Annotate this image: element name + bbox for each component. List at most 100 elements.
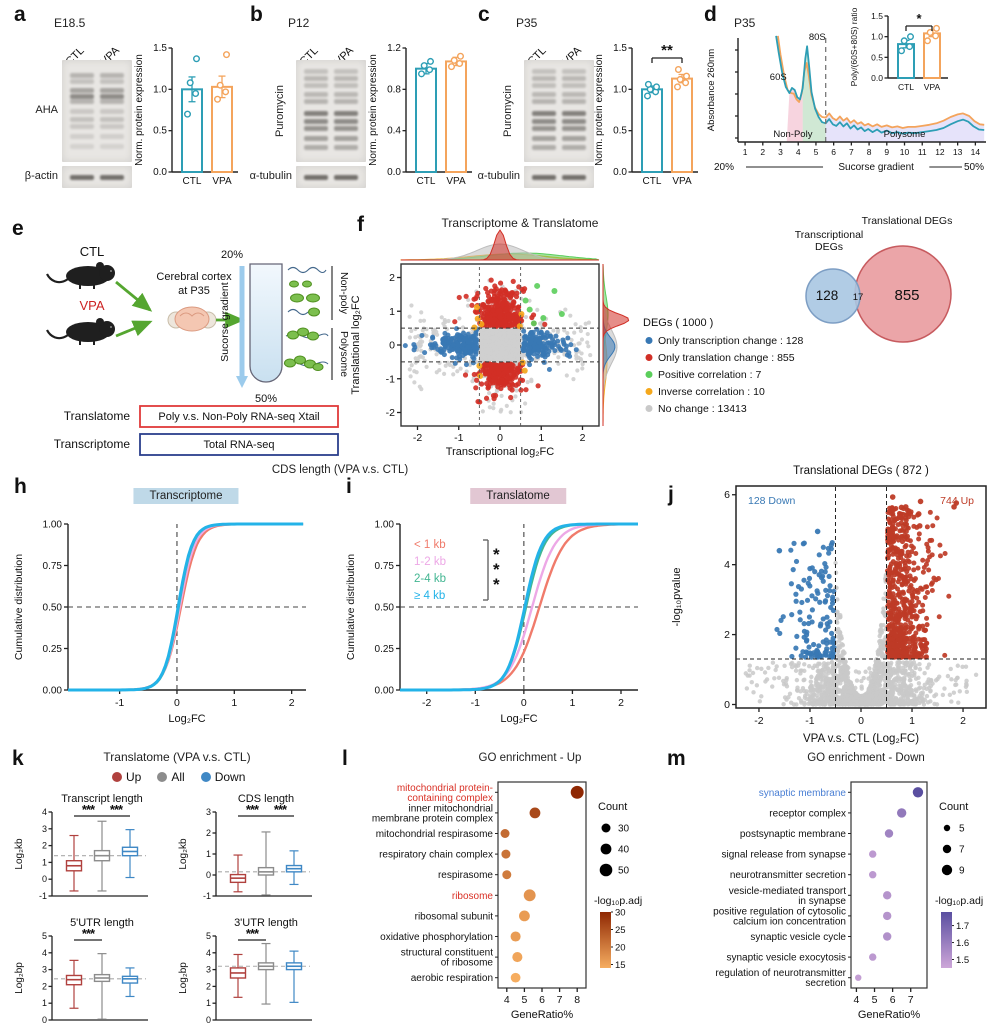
svg-text:VPA: VPA bbox=[79, 298, 104, 313]
svg-text:*: * bbox=[916, 11, 922, 26]
panel-k-title: Translatome (VPA v.s. CTL) bbox=[103, 750, 251, 764]
svg-text:*: * bbox=[493, 545, 500, 564]
svg-text:128: 128 bbox=[816, 288, 839, 303]
svg-text:0.50: 0.50 bbox=[375, 603, 395, 614]
svg-text:Sucorse gradient: Sucorse gradient bbox=[219, 282, 231, 361]
svg-text:2: 2 bbox=[389, 272, 395, 284]
svg-text:1: 1 bbox=[743, 147, 748, 157]
svg-text:-2: -2 bbox=[386, 407, 395, 419]
panel-c-bar-chart: 0.0 0.5 1.0 1.5 Norm. protein expression CTL V… bbox=[594, 42, 698, 187]
svg-text:2: 2 bbox=[760, 147, 765, 157]
svg-text:11: 11 bbox=[918, 147, 927, 157]
svg-text:0.00: 0.00 bbox=[43, 686, 63, 697]
legend-item-all: All bbox=[157, 770, 185, 784]
svg-text:0.5: 0.5 bbox=[613, 126, 627, 137]
svg-text:1.0: 1.0 bbox=[871, 32, 883, 42]
svg-text:Poly/(60S+80S) ratio: Poly/(60S+80S) ratio bbox=[849, 7, 859, 86]
svg-text:0.5: 0.5 bbox=[153, 126, 167, 137]
svg-text:Cumulative distribution: Cumulative distribution bbox=[345, 554, 357, 660]
svg-text:at P35: at P35 bbox=[178, 285, 210, 297]
panel-f-letter: f bbox=[357, 213, 364, 236]
svg-text:50%: 50% bbox=[255, 393, 277, 405]
panel-g: Translational DEGs Transcriptional DEGs 128… bbox=[795, 212, 997, 346]
panel-l-letter: l bbox=[342, 747, 348, 770]
svg-text:Log₂FC: Log₂FC bbox=[168, 713, 205, 725]
svg-text:20%: 20% bbox=[714, 162, 734, 173]
panel-m-letter: m bbox=[667, 747, 686, 770]
svg-text:17: 17 bbox=[853, 292, 864, 303]
svg-text:CTL: CTL bbox=[80, 244, 105, 259]
panel-f-title: Transcriptome & Translatome bbox=[441, 216, 599, 230]
svg-text:0.50: 0.50 bbox=[43, 603, 63, 614]
blot-row-label: β-actin bbox=[24, 170, 58, 182]
svg-text:CTL: CTL bbox=[183, 176, 202, 187]
svg-text:0: 0 bbox=[389, 340, 395, 352]
panel-h-cdf: 0.00 0.25 0.50 0.75 1.00 -1 0 1 2 Log₂FC Cumulativ… bbox=[13, 520, 306, 725]
svg-text:Polysome: Polysome bbox=[884, 129, 926, 140]
svg-text:1-2 kb: 1-2 kb bbox=[414, 556, 446, 568]
svg-text:3: 3 bbox=[778, 147, 783, 157]
panel-h: h Transcriptome 0.00 0.25 0.50 0.75 1.00 -1 0 1… bbox=[0, 460, 332, 754]
panel-a-letter: a bbox=[14, 3, 26, 26]
western-blot-puromycin bbox=[296, 60, 366, 162]
brain-icon bbox=[167, 306, 217, 332]
svg-text:1: 1 bbox=[389, 306, 395, 318]
panel-i-cdf: 0.00 0.25 0.50 0.75 1.00 -2 -1 0 1 2 Log₂FC Cumulat… bbox=[345, 520, 638, 725]
svg-text:0.75: 0.75 bbox=[43, 561, 63, 572]
svg-text:CTL: CTL bbox=[898, 82, 914, 92]
panel-a: a E18.5 CTL VPA AHA β-actin 0.0 0.5 1.0 1.5… bbox=[6, 4, 240, 212]
panel-k-letter: k bbox=[12, 747, 24, 770]
svg-text:VPA: VPA bbox=[924, 82, 941, 92]
svg-text:-1: -1 bbox=[115, 697, 124, 709]
svg-text:Translational DEGs: Translational DEGs bbox=[862, 215, 953, 227]
western-blot-tubulin bbox=[296, 166, 366, 188]
panel-i-letter: i bbox=[346, 475, 352, 498]
svg-text:Total RNA-seq: Total RNA-seq bbox=[204, 439, 275, 451]
svg-text:1: 1 bbox=[538, 432, 544, 444]
svg-text:13: 13 bbox=[953, 147, 963, 157]
svg-text:Polysome: Polysome bbox=[338, 331, 350, 377]
svg-text:20%: 20% bbox=[221, 249, 243, 261]
svg-text:1.2: 1.2 bbox=[387, 43, 401, 54]
svg-text:Inverse correlation : 10: Inverse correlation : 10 bbox=[658, 386, 765, 398]
panel-e-letter: e bbox=[12, 217, 24, 240]
svg-text:50%: 50% bbox=[964, 162, 984, 173]
panel-k-legend: Up All Down bbox=[112, 770, 245, 784]
panel-d-letter: d bbox=[704, 3, 717, 26]
hi-shared-title: CDS length (VPA v.s. CTL) bbox=[271, 464, 409, 476]
svg-text:0.4: 0.4 bbox=[387, 126, 401, 137]
svg-text:-1: -1 bbox=[386, 373, 395, 385]
svg-text:80S: 80S bbox=[809, 32, 826, 43]
panel-d-title: P35 bbox=[734, 16, 756, 30]
mouse-icon bbox=[46, 262, 115, 289]
panel-e: e CTL VPA Cerebral cortex at P35 20% Sucorse … bbox=[4, 216, 350, 462]
svg-text:4: 4 bbox=[796, 147, 801, 157]
svg-text:< 1 kb: < 1 kb bbox=[414, 539, 446, 551]
svg-text:CTL: CTL bbox=[417, 176, 436, 187]
svg-text:Only translation change : 855: Only translation change : 855 bbox=[658, 352, 795, 364]
svg-text:-2: -2 bbox=[422, 697, 431, 709]
svg-text:1.5: 1.5 bbox=[871, 11, 883, 21]
svg-text:1.5: 1.5 bbox=[153, 43, 167, 54]
svg-text:855: 855 bbox=[894, 287, 919, 304]
panel-b-bar-chart: 0.0 0.4 0.8 1.2 Norm. protein expression CTL V… bbox=[368, 43, 472, 187]
panel-j-letter: j bbox=[668, 483, 674, 506]
panel-l-dotplot: mitochondrial protein-containing complex… bbox=[372, 781, 642, 1021]
svg-text:*: * bbox=[493, 575, 500, 594]
svg-text:0.00: 0.00 bbox=[375, 686, 395, 697]
western-blot-aha bbox=[62, 60, 132, 162]
svg-text:2: 2 bbox=[618, 697, 624, 709]
svg-text:No change : 13413: No change : 13413 bbox=[658, 403, 747, 415]
panel-i-band: Translatome bbox=[470, 488, 566, 504]
svg-text:14: 14 bbox=[971, 147, 981, 157]
panel-l: l GO enrichment - Up mitochondrial prote… bbox=[330, 748, 665, 1035]
legend-item-down: Down bbox=[200, 770, 245, 784]
svg-text:1.0: 1.0 bbox=[153, 84, 167, 95]
panel-m-title: GO enrichment - Down bbox=[807, 752, 925, 764]
svg-text:Norm. protein expression: Norm. protein expression bbox=[134, 54, 145, 166]
down-dot-icon bbox=[200, 772, 211, 782]
svg-text:Non-poly: Non-poly bbox=[338, 272, 350, 315]
